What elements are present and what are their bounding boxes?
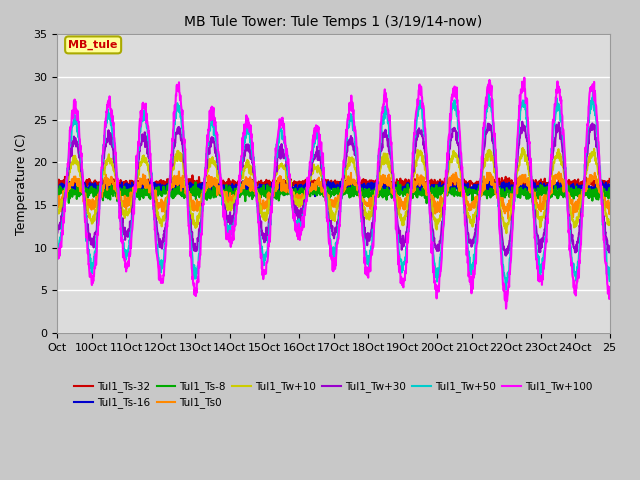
Tul1_Ts0 <box>175 168 183 174</box>
Line: Tul1_Ts-8: Tul1_Ts-8 <box>58 182 610 203</box>
Tul1_Ts-8 <box>64 189 72 194</box>
Tul1_Tw+30 <box>606 246 614 252</box>
Text: MB_tule: MB_tule <box>68 40 118 50</box>
Tul1_Ts-16 <box>153 184 161 190</box>
Tul1_Tw+10 <box>54 209 61 215</box>
Tul1_Ts-16 <box>54 185 61 191</box>
Tul1_Ts-16 <box>337 179 344 185</box>
Tul1_Ts-16 <box>54 195 62 201</box>
Tul1_Tw+100 <box>520 75 528 81</box>
Tul1_Tw+100 <box>303 187 311 193</box>
Tul1_Ts-32 <box>189 172 196 178</box>
Tul1_Tw+10 <box>64 177 72 182</box>
Tul1_Ts-16 <box>571 187 579 193</box>
Tul1_Tw+30 <box>54 229 61 235</box>
Tul1_Ts0 <box>337 190 344 196</box>
Tul1_Tw+50 <box>606 278 614 284</box>
Tul1_Ts-32 <box>476 188 484 194</box>
Tul1_Ts0 <box>54 204 61 210</box>
Tul1_Tw+10 <box>519 145 527 151</box>
Tul1_Ts0 <box>504 216 512 221</box>
Tul1_Tw+50 <box>64 168 72 174</box>
Tul1_Tw+100 <box>64 160 72 166</box>
Tul1_Tw+30 <box>303 183 311 189</box>
Tul1_Ts-16 <box>64 186 72 192</box>
Y-axis label: Temperature (C): Temperature (C) <box>15 133 28 235</box>
Tul1_Tw+10 <box>571 222 579 228</box>
Tul1_Tw+10 <box>152 208 160 214</box>
Tul1_Tw+10 <box>502 230 510 236</box>
Tul1_Ts-8 <box>435 189 442 195</box>
Tul1_Ts-16 <box>435 185 442 191</box>
Tul1_Ts-32 <box>337 180 344 186</box>
Line: Tul1_Tw+10: Tul1_Tw+10 <box>58 148 610 233</box>
Tul1_Ts0 <box>435 204 442 210</box>
Tul1_Ts-32 <box>435 182 442 188</box>
Tul1_Tw+100 <box>152 245 160 251</box>
Tul1_Tw+50 <box>502 287 509 292</box>
Tul1_Tw+30 <box>336 200 344 206</box>
Tul1_Ts-32 <box>571 180 579 186</box>
Tul1_Tw+100 <box>606 284 614 290</box>
Tul1_Ts-16 <box>304 184 312 190</box>
Tul1_Tw+10 <box>606 219 614 225</box>
Tul1_Tw+10 <box>303 187 311 193</box>
Tul1_Ts-8 <box>423 200 431 206</box>
Tul1_Ts-16 <box>239 179 246 184</box>
Tul1_Tw+30 <box>502 252 510 258</box>
Line: Tul1_Ts-32: Tul1_Ts-32 <box>58 175 610 191</box>
Tul1_Ts-8 <box>303 190 311 196</box>
Tul1_Ts0 <box>64 188 72 194</box>
Tul1_Tw+30 <box>152 219 160 225</box>
Tul1_Ts-32 <box>64 182 72 188</box>
Tul1_Tw+10 <box>336 194 344 200</box>
Tul1_Ts-8 <box>336 190 344 196</box>
Legend: Tul1_Ts-32, Tul1_Ts-16, Tul1_Ts-8, Tul1_Ts0, Tul1_Tw+10, Tul1_Tw+30, Tul1_Tw+50,: Tul1_Ts-32, Tul1_Ts-16, Tul1_Ts-8, Tul1_… <box>70 377 597 413</box>
Tul1_Tw+50 <box>434 270 442 276</box>
Tul1_Tw+50 <box>152 239 160 244</box>
Tul1_Ts-32 <box>152 186 160 192</box>
Tul1_Ts-32 <box>54 181 61 187</box>
Tul1_Ts0 <box>571 201 579 206</box>
Tul1_Ts-32 <box>606 176 614 182</box>
Tul1_Tw+30 <box>571 247 579 252</box>
Tul1_Tw+30 <box>434 242 442 248</box>
Tul1_Ts-8 <box>571 190 579 195</box>
Tul1_Tw+100 <box>571 291 579 297</box>
Tul1_Tw+50 <box>54 238 61 243</box>
Line: Tul1_Ts0: Tul1_Ts0 <box>58 171 610 218</box>
Line: Tul1_Tw+30: Tul1_Tw+30 <box>58 121 610 255</box>
Tul1_Ts-8 <box>54 196 61 202</box>
Tul1_Tw+10 <box>434 219 442 225</box>
Tul1_Ts-8 <box>152 185 160 191</box>
Tul1_Tw+100 <box>502 306 510 312</box>
Tul1_Ts-16 <box>606 184 614 190</box>
Tul1_Tw+30 <box>518 119 526 124</box>
Tul1_Tw+50 <box>303 192 311 197</box>
Tul1_Tw+100 <box>336 218 344 224</box>
Tul1_Ts-8 <box>394 179 402 185</box>
Tul1_Tw+100 <box>434 287 442 293</box>
Tul1_Tw+50 <box>336 207 344 213</box>
Tul1_Ts0 <box>606 204 614 210</box>
Tul1_Ts0 <box>152 192 160 198</box>
Tul1_Ts-32 <box>303 181 311 187</box>
Line: Tul1_Tw+100: Tul1_Tw+100 <box>58 78 610 309</box>
Tul1_Ts-8 <box>606 185 614 191</box>
Tul1_Ts0 <box>303 193 311 199</box>
Line: Tul1_Ts-16: Tul1_Ts-16 <box>58 181 610 198</box>
Tul1_Tw+30 <box>64 172 72 178</box>
Line: Tul1_Tw+50: Tul1_Tw+50 <box>58 91 610 289</box>
Tul1_Tw+50 <box>485 88 493 94</box>
Tul1_Tw+100 <box>54 244 61 250</box>
Title: MB Tule Tower: Tule Temps 1 (3/19/14-now): MB Tule Tower: Tule Temps 1 (3/19/14-now… <box>184 15 483 29</box>
Tul1_Tw+50 <box>571 273 579 278</box>
